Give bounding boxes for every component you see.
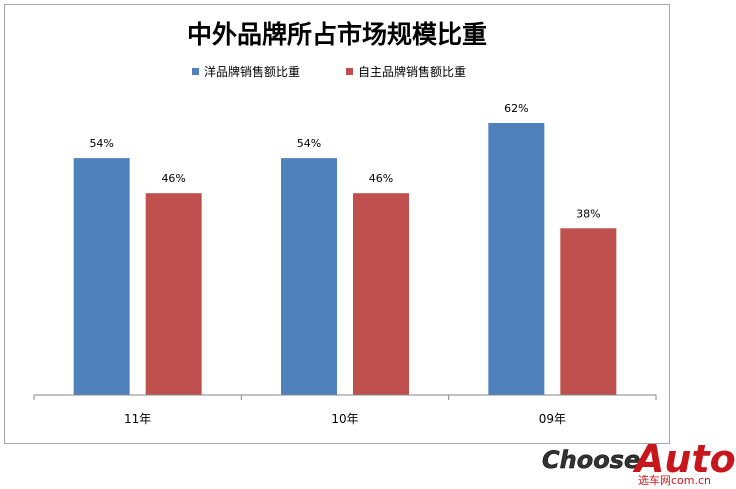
legend-swatch-0 bbox=[192, 68, 199, 75]
value-labels-group: 54% 46% 54% 46% 62% 38% bbox=[89, 102, 600, 220]
legend-swatch-1 bbox=[346, 68, 353, 75]
bar-foreign-2 bbox=[488, 123, 545, 395]
value-label-0-1: 54% bbox=[297, 137, 321, 150]
value-label-1-1: 46% bbox=[369, 172, 393, 185]
chart-title: 中外品牌所占市场规模比重 bbox=[187, 20, 487, 49]
x-axis-tick-labels: 11年 10年 09年 bbox=[124, 412, 566, 426]
logo-subtext: 选车网com.cn bbox=[638, 473, 711, 487]
value-label-0-2: 62% bbox=[504, 102, 528, 115]
x-tick-label-2: 09年 bbox=[539, 412, 566, 426]
x-axis-ticks bbox=[33, 395, 657, 400]
logo-text-choose: Choose bbox=[542, 446, 640, 474]
legend-label-1: 自主品牌销售额比重 bbox=[358, 64, 466, 79]
logo-text-auto: Auto bbox=[632, 437, 736, 481]
bar-foreign-1 bbox=[281, 158, 337, 395]
bars-group bbox=[73, 123, 617, 395]
value-label-1-2: 38% bbox=[576, 207, 600, 220]
legend-label-0: 洋品牌销售额比重 bbox=[204, 64, 300, 79]
x-tick-label-1: 10年 bbox=[331, 412, 358, 426]
value-label-1-0: 46% bbox=[161, 172, 185, 185]
bar-domestic-0 bbox=[145, 193, 202, 395]
chart-legend: 洋品牌销售额比重 自主品牌销售额比重 bbox=[192, 64, 466, 79]
x-tick-label-0: 11年 bbox=[124, 412, 151, 426]
value-label-0-0: 54% bbox=[89, 137, 113, 150]
bar-foreign-0 bbox=[73, 158, 130, 395]
chooseauto-logo: Choose Auto 选车网com.cn bbox=[542, 437, 736, 487]
bar-domestic-1 bbox=[353, 193, 409, 395]
bar-domestic-2 bbox=[560, 228, 617, 395]
